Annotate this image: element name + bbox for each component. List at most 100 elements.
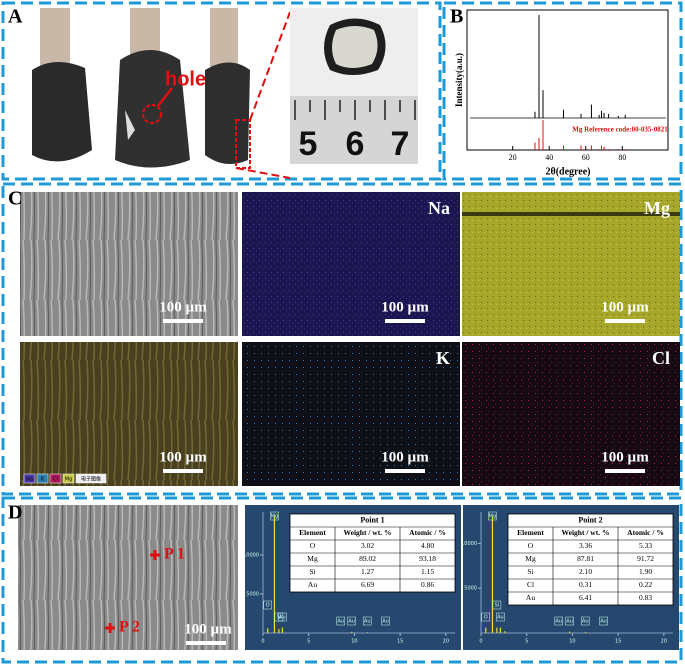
table-title: Point 2 [578,515,602,524]
peak-label: Au [555,619,562,625]
panel-frame [442,1,683,181]
scale-bar [385,469,425,473]
table-cell: 3.02 [361,541,374,550]
peak-tag [274,612,284,622]
legend-swatch [75,473,107,484]
scale-bar-label: 100 µm [159,449,207,465]
panel-label: D [8,502,22,524]
x-tick-label: 5 [525,639,528,645]
panel-frame [1,496,683,664]
table-cell: O [528,541,534,550]
peak-label: Au [337,619,344,625]
table-cell: 93.18 [419,554,436,563]
peak-label: Mg [489,514,497,520]
peak-label: Mg [271,514,279,520]
axis-label: 2θ(degree) [545,166,590,177]
panel-label: A [8,6,23,28]
scale-bar [605,319,645,323]
peak-tag [565,616,574,626]
legend-label: Na [26,477,33,483]
legend-label: K [41,477,45,483]
legend-label: 电子图像 [81,476,101,483]
table-cell: Mg [307,554,318,563]
peak-label: O [266,603,270,609]
y-tick-label: 5000 [464,586,477,592]
scale-bar [163,319,203,323]
table-cell: Weight / wt. % [344,528,392,537]
table-cell: 6.69 [361,580,374,589]
peak-label: O [484,615,488,621]
table-cell: 89.02 [359,554,376,563]
annotation: hole [165,68,206,90]
x-tick-label: 10 [569,639,575,645]
scale-bar-label: 100 µm [381,299,429,315]
element-label: Mg [644,198,670,218]
table [507,513,674,606]
x-tick-label: 15 [615,639,621,645]
x-tick-label: 0 [479,639,482,645]
peak-tag [496,612,505,622]
peak-label: Au [279,615,286,621]
point-marker [105,623,115,633]
table-cell: 4.80 [421,541,434,550]
scale-bar-label: 100 µm [184,621,232,637]
peak-tag [336,616,345,626]
point-marker [150,550,160,560]
panel-frame [1,182,683,496]
table-cell: O [310,541,316,550]
legend-label: Mg [65,477,73,483]
peak-tag [492,600,502,610]
x-tick-label: 0 [261,639,264,645]
table-cell: Au [526,593,535,602]
ruler-digit: 6 [346,125,365,163]
x-tick-label: 20 [661,639,667,645]
table-title: Point 1 [360,515,384,524]
table-cell: Au [308,580,317,589]
table-cell: Atomic / % [627,528,664,537]
peak-tag [481,612,491,622]
legend-swatch [62,473,75,484]
x-tick-label: 5 [307,639,310,645]
peak-label: Au [364,619,371,625]
scale-bar-label: 100 µm [601,299,649,315]
table-cell: 1.27 [361,567,374,576]
peak-tag [554,616,563,626]
peak-label: Si [495,603,500,609]
table-cell: Cl [527,580,534,589]
peak-tag [362,616,372,626]
y-tick-label: 10000 [243,552,259,558]
table-cell: Atomic / % [409,528,446,537]
table-cell: Element [517,528,544,537]
point-label: P 1 [164,546,185,563]
micrograph [18,505,238,650]
x-tick-label: 20 [443,639,449,645]
scale-bar-label: 100 µm [601,449,649,465]
table-cell: 1.15 [421,567,434,576]
table-cell: 91.72 [637,554,654,563]
point-label: P 2 [119,619,140,636]
table-cell: Si [527,567,533,576]
scale-bar [186,641,226,645]
table-cell: 87.81 [577,554,594,563]
micrograph [242,192,460,336]
y-tick-label: 10000 [461,541,477,547]
table-cell: Weight / wt. % [562,528,610,537]
element-label: Cl [652,348,670,368]
panel-label: B [450,6,463,28]
ruler-digit: 7 [391,125,410,163]
peak-tag [599,616,608,626]
x-tick-label: 40 [545,153,553,162]
peak-label: Au [348,619,355,625]
micrograph [462,342,680,486]
peak-label: Au [497,615,504,621]
peak-tag [488,511,497,521]
peak-label: Au [582,619,589,625]
table-cell: 5.33 [639,541,652,550]
peak-label: Au [382,619,389,625]
ruler-digit: 5 [299,125,318,163]
legend-label: Cl [53,477,58,483]
element-label: K [436,348,450,368]
x-tick-label: 80 [618,153,626,162]
scale-bar [385,319,425,323]
